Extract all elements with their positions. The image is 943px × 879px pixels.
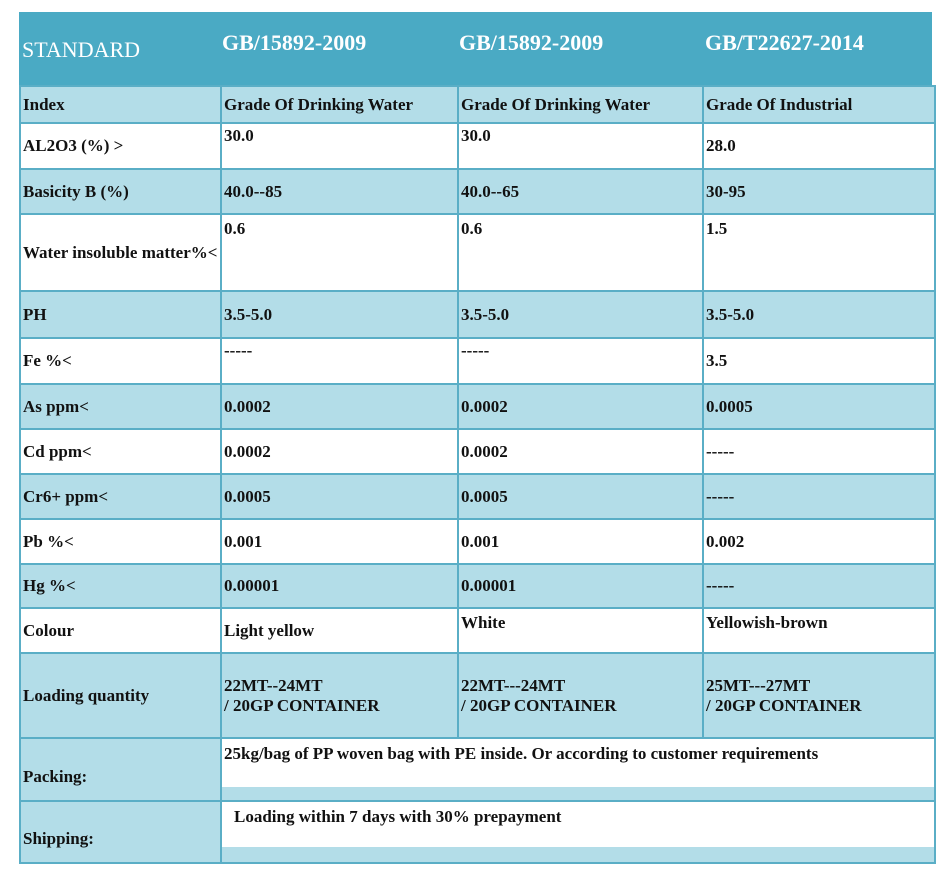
row-value: 22MT---24MT / 20GP CONTAINER [457, 652, 704, 739]
row-value: 0.0002 [457, 383, 704, 430]
row-label: Hg %< [19, 563, 222, 609]
row-value: 0.6 [457, 213, 704, 292]
row-value: 30-95 [702, 168, 936, 215]
row-label: Cr6+ ppm< [19, 473, 222, 520]
table-row: Hg %< 0.00001 0.00001 ----- [19, 563, 936, 609]
row-value: 22MT--24MT / 20GP CONTAINER [220, 652, 459, 739]
row-value: Light yellow [220, 607, 459, 654]
standard-col-1: GB/15892-2009 [222, 30, 367, 55]
row-value: 1.5 [702, 213, 936, 292]
standard-label: STANDARD [22, 37, 141, 62]
row-label: Cd ppm< [19, 428, 222, 475]
table-header: STANDARD GB/15892-2009 GB/15892-2009 GB/… [19, 12, 932, 85]
row-value: 3.5 [702, 337, 936, 385]
spec-table: Index Grade Of Drinking Water Grade Of Dri… [19, 85, 936, 864]
shipping-label: Shipping: [19, 800, 222, 864]
standard-col-2: GB/15892-2009 [459, 30, 604, 55]
row-label: As ppm< [19, 383, 222, 430]
row-value: Grade Of Drinking Water [220, 85, 459, 124]
row-value: 0.6 [220, 213, 459, 292]
row-value: ----- [702, 563, 936, 609]
row-value: ----- [457, 337, 704, 385]
row-value: 3.5-5.0 [457, 290, 704, 339]
table-row: Cd ppm< 0.0002 0.0002 ----- [19, 428, 936, 475]
row-value: ----- [702, 428, 936, 475]
row-value: 40.0--85 [220, 168, 459, 215]
row-value: 3.5-5.0 [702, 290, 936, 339]
standard-col-3: GB/T22627-2014 [705, 30, 864, 55]
table-row: PH 3.5-5.0 3.5-5.0 3.5-5.0 [19, 290, 936, 339]
row-label: Fe %< [19, 337, 222, 385]
table-row: Index Grade Of Drinking Water Grade Of Dri… [19, 85, 936, 124]
shipping-value: Loading within 7 days with 30% prepaymen… [222, 802, 934, 847]
table-row: Cr6+ ppm< 0.0005 0.0005 ----- [19, 473, 936, 520]
packing-label: Packing: [19, 737, 222, 802]
table-row: As ppm< 0.0002 0.0002 0.0005 [19, 383, 936, 430]
row-value: Grade Of Industrial [702, 85, 936, 124]
row-value: 40.0--65 [457, 168, 704, 215]
row-label: Basicity B (%) [19, 168, 222, 215]
row-value: 0.001 [220, 518, 459, 565]
packing-row: Packing: 25kg/bag of PP woven bag with P… [19, 737, 936, 802]
table-row: Loading quantity 22MT--24MT / 20GP CONTAI… [19, 652, 936, 739]
row-value: ----- [220, 337, 459, 385]
packing-value: 25kg/bag of PP woven bag with PE inside.… [222, 739, 934, 787]
row-value: 0.00001 [457, 563, 704, 609]
row-label: Water insoluble matter%< [19, 213, 222, 292]
table-row: Fe %< ----- ----- 3.5 [19, 337, 936, 385]
table-row: Water insoluble matter%< 0.6 0.6 1.5 [19, 213, 936, 292]
row-value: 0.00001 [220, 563, 459, 609]
row-value: 25MT---27MT / 20GP CONTAINER [702, 652, 936, 739]
row-value: 3.5-5.0 [220, 290, 459, 339]
row-value: 0.0005 [457, 473, 704, 520]
table-row: Basicity B (%) 40.0--85 40.0--65 30-95 [19, 168, 936, 215]
table-row: Colour Light yellow White Yellowish-brown [19, 607, 936, 654]
row-label: Loading quantity [19, 652, 222, 739]
row-value: 28.0 [702, 122, 936, 170]
row-value: 0.0002 [220, 428, 459, 475]
row-label: Index [19, 85, 222, 124]
row-value: ----- [702, 473, 936, 520]
table-row: AL2O3 (%) >30.0 30.0 28.0 [19, 122, 936, 170]
row-value: 0.0002 [457, 428, 704, 475]
row-label: AL2O3 (%) > [19, 122, 222, 170]
shipping-row: Shipping: Loading within 7 days with 30%… [19, 800, 936, 864]
row-value: 0.0005 [702, 383, 936, 430]
row-value: 0.002 [702, 518, 936, 565]
row-value: 0.0002 [220, 383, 459, 430]
row-label: Pb %< [19, 518, 222, 565]
row-value: 30.0 [457, 122, 704, 170]
row-value: Grade Of Drinking Water [457, 85, 704, 124]
row-value: Yellowish-brown [702, 607, 936, 654]
row-label: PH [19, 290, 222, 339]
table-row: Pb %< 0.001 0.001 0.002 [19, 518, 936, 565]
row-value: 30.0 [220, 122, 459, 170]
row-label: Colour [19, 607, 222, 654]
row-value: White [457, 607, 704, 654]
row-value: 0.001 [457, 518, 704, 565]
row-value: 0.0005 [220, 473, 459, 520]
